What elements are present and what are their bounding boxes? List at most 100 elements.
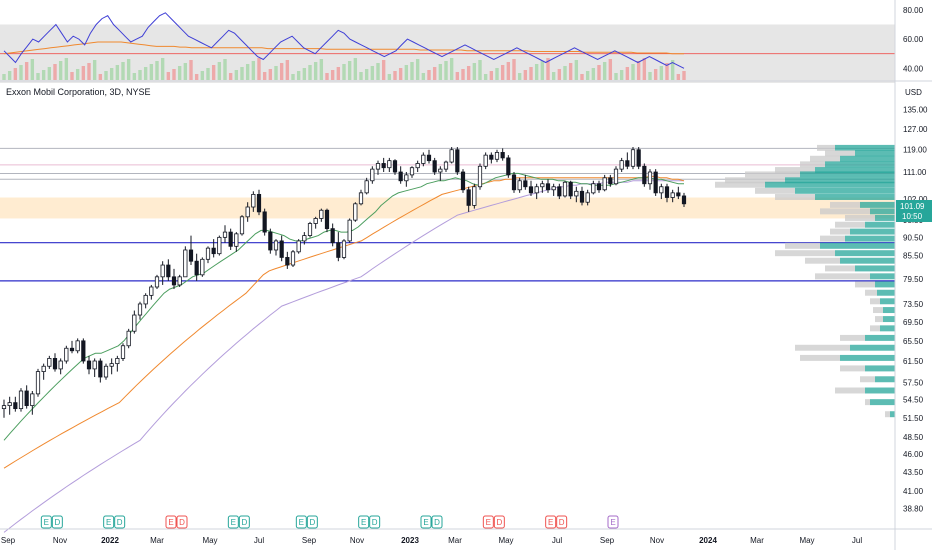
- candle: [528, 180, 534, 196]
- candle: [239, 215, 245, 236]
- indicator-volume-bar: [466, 66, 471, 80]
- candle-body: [466, 189, 471, 206]
- indicator-volume-bar: [523, 70, 528, 80]
- candle: [647, 169, 653, 190]
- candle: [35, 368, 41, 397]
- candle-body: [137, 303, 143, 316]
- indicator-volume-bar: [206, 68, 210, 80]
- candle: [602, 174, 607, 192]
- candle-body: [545, 183, 551, 191]
- event-marker-e: E: [227, 515, 239, 529]
- candle: [585, 189, 590, 206]
- candle: [387, 157, 392, 173]
- indicator-volume-bar: [234, 70, 239, 80]
- event-marker-d: D: [51, 515, 63, 529]
- candle: [432, 157, 437, 175]
- candle: [517, 177, 522, 193]
- candle: [523, 174, 528, 190]
- candle: [194, 253, 199, 281]
- indicator-volume-bar: [614, 73, 618, 80]
- event-marker-box: [295, 515, 307, 529]
- event-marker-box: [103, 515, 115, 529]
- indicator-volume-bar: [211, 65, 216, 80]
- event-marker-d: D: [114, 515, 126, 529]
- volume-profile-bar-gray: [805, 257, 840, 264]
- indicator-volume-bar: [30, 59, 35, 80]
- indicator-volume-bar: [438, 64, 443, 80]
- indicator-volume-bar: [455, 72, 460, 80]
- candle: [381, 157, 386, 173]
- indicator-volume-bar: [319, 59, 324, 80]
- indicator-volume-bar: [529, 67, 533, 80]
- event-marker-label: D: [559, 518, 565, 527]
- candle-body: [86, 360, 92, 370]
- indicator-volume-bar: [404, 65, 409, 80]
- volume-profile-bar-teal: [835, 250, 895, 257]
- event-marker-box: [358, 515, 370, 529]
- candle: [268, 228, 273, 254]
- volume-profile-bar-gray: [815, 273, 870, 280]
- currency-label[interactable]: USD: [905, 88, 922, 97]
- candle: [64, 345, 69, 364]
- event-marker-box: [306, 515, 318, 529]
- event-marker-box: [176, 515, 188, 529]
- indicator-axis[interactable]: 80.00 60.00 40.00: [903, 6, 924, 73]
- event-marker-box: [493, 515, 505, 529]
- time-tick-label: Sep: [1, 536, 16, 545]
- volume-profile-bar-teal: [860, 201, 895, 208]
- candle: [494, 149, 500, 163]
- candle-body: [290, 251, 296, 266]
- indicator-volume-bar: [64, 58, 69, 80]
- candle: [630, 147, 636, 170]
- volume-profile-bar-gray: [873, 307, 883, 314]
- candle: [483, 152, 488, 170]
- volume-profile-bar-teal: [835, 144, 895, 151]
- candle: [591, 180, 596, 195]
- volume-profile: [715, 144, 895, 418]
- indicator-volume-bar: [410, 62, 414, 80]
- price-tick-label: 38.80: [903, 504, 924, 513]
- candle-body: [460, 171, 466, 191]
- time-tick-label: Mar: [750, 536, 764, 545]
- candle: [296, 239, 301, 254]
- time-tick-label: May: [799, 536, 814, 545]
- volume-profile-bar-gray: [820, 208, 870, 215]
- indicator-volume-bar: [682, 71, 686, 80]
- candle: [251, 191, 256, 212]
- volume-profile-bar-teal: [865, 221, 895, 228]
- price-tick-label: 46.00: [903, 450, 924, 459]
- price-tick-label: 61.50: [903, 357, 924, 366]
- indicator-volume-bar: [81, 66, 86, 80]
- event-marker-e: E: [607, 515, 619, 529]
- indicator-volume-bar: [347, 61, 352, 80]
- candle: [200, 257, 205, 277]
- indicator-volume-bar: [500, 65, 505, 80]
- candle-body: [183, 249, 188, 278]
- indicator-tick-label: 80.00: [903, 6, 924, 15]
- volume-profile-bar-teal: [785, 177, 895, 184]
- event-marker-box: [556, 515, 568, 529]
- candle: [290, 249, 296, 267]
- candle-body: [24, 390, 29, 407]
- candle-body: [262, 211, 267, 233]
- candle-body: [171, 276, 177, 286]
- candle-body: [154, 276, 160, 288]
- volume-profile-bar-gray: [775, 250, 835, 257]
- candle: [171, 268, 177, 290]
- time-axis[interactable]: Sep Nov 2022 Mar May Jul Sep Nov 2023 Mar May Jul Se…: [1, 536, 862, 545]
- indicator-volume-bar: [13, 68, 18, 80]
- volume-profile-bar-teal: [877, 289, 895, 296]
- event-marker-label: D: [241, 518, 247, 527]
- candle: [285, 251, 290, 269]
- candle-body: [302, 235, 307, 242]
- candle: [126, 328, 131, 349]
- indicator-volume-bar: [461, 69, 465, 80]
- indicator-volume-bar: [432, 67, 437, 80]
- candle: [313, 216, 318, 229]
- time-tick-label: Nov: [650, 536, 664, 545]
- candle: [398, 166, 403, 184]
- indicator-volume-bar: [642, 58, 647, 80]
- indicator-volume-bar: [557, 69, 562, 80]
